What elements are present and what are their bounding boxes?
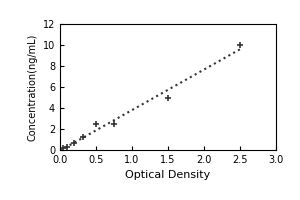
Y-axis label: Concentration(ng/mL): Concentration(ng/mL) — [27, 33, 37, 141]
X-axis label: Optical Density: Optical Density — [125, 170, 211, 180]
